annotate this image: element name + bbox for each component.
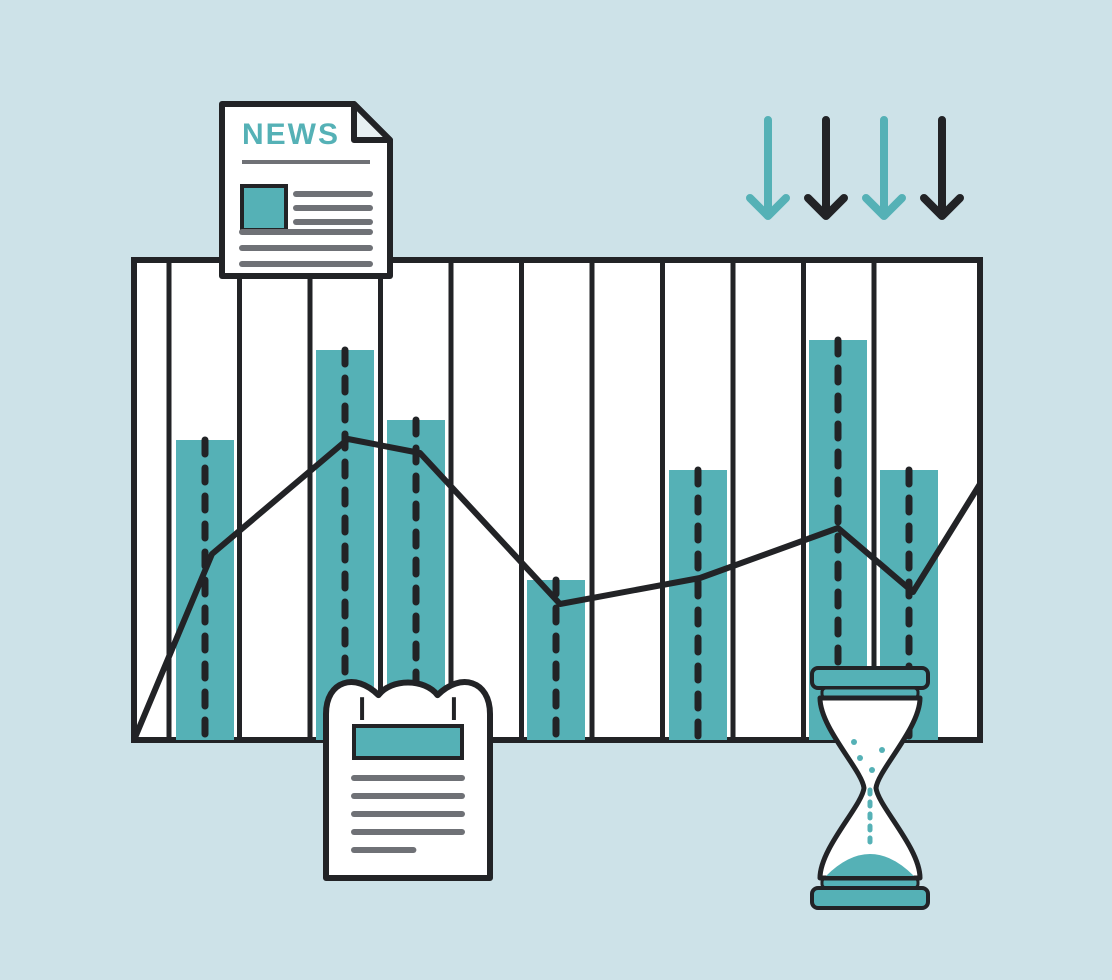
news-document-icon: NEWS — [222, 104, 390, 276]
infographic-stage: NEWS — [0, 0, 1112, 980]
receipt-document-icon — [326, 682, 490, 878]
news-title: NEWS — [242, 118, 340, 151]
